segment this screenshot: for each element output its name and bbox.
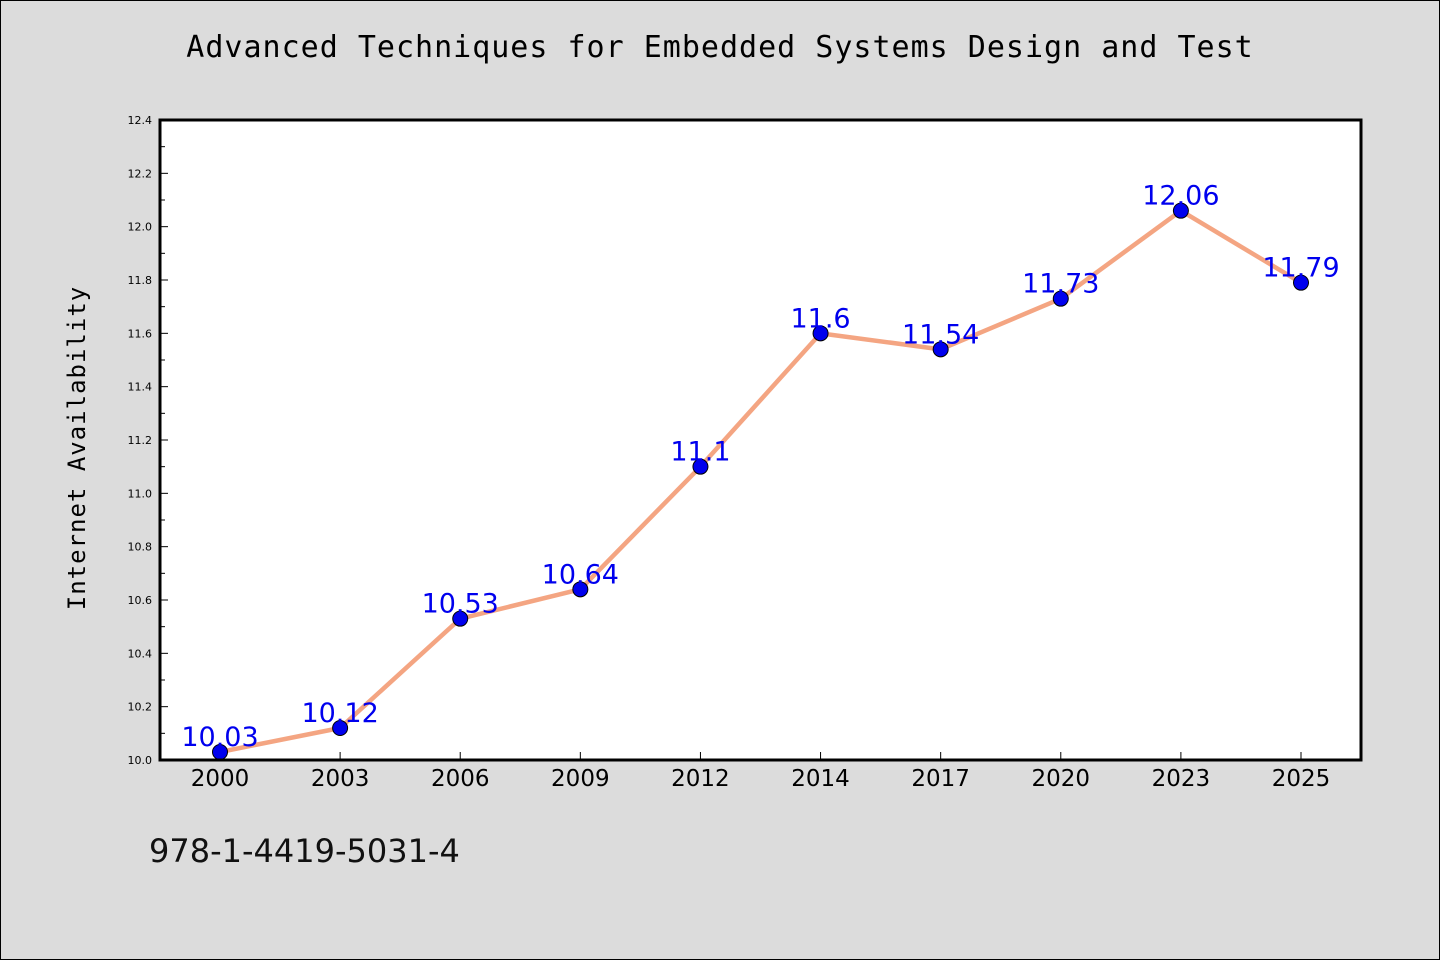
x-tick-label: 2006 — [431, 766, 490, 792]
y-tick-label: 10.8 — [128, 541, 153, 554]
data-point — [332, 720, 349, 736]
y-tick-label: 10.4 — [128, 647, 153, 660]
isbn-text: 978-1-4419-5031-4 — [149, 832, 460, 870]
x-tick-label: 2025 — [1272, 766, 1331, 792]
y-tick-label: 11.2 — [128, 434, 153, 447]
data-point — [1172, 202, 1189, 219]
x-tick-label: 2003 — [311, 766, 370, 792]
y-tick-label: 11.4 — [128, 381, 153, 394]
data-label: 11.54 — [902, 319, 979, 350]
x-tick-label: 2009 — [551, 766, 610, 792]
x-tick-label: 2000 — [191, 766, 250, 792]
x-tick-label: 2020 — [1032, 766, 1091, 792]
y-tick-label: 10.6 — [128, 594, 153, 607]
data-label: 10.12 — [301, 698, 378, 729]
series-layer: 10.03 10.12 10.53 10.64 11.1 11.6 11.54 11.73 12… — [181, 181, 1340, 760]
x-tick-label: 2014 — [791, 766, 850, 792]
y-tick-label: 11.0 — [128, 487, 153, 500]
y-tick-label: 12.0 — [128, 221, 153, 234]
data-point — [1052, 290, 1069, 307]
data-label: 11.6 — [790, 303, 850, 334]
data-label: 11.79 — [1262, 253, 1339, 284]
chart-title: Advanced Techniques for Embedded Systems… — [186, 30, 1254, 65]
y-axis: 10.0 10.2 10.4 10.6 10.8 11.0 11.2 11.4 11.6 11.8… — [128, 114, 168, 767]
x-tick-label: 2023 — [1152, 766, 1211, 792]
y-tick-label: 10.2 — [128, 701, 153, 714]
data-point — [572, 581, 589, 598]
data-point — [452, 610, 469, 627]
data-label: 12.06 — [1142, 181, 1219, 212]
x-tick-label: 2017 — [911, 766, 970, 792]
y-tick-label: 11.8 — [128, 274, 153, 287]
y-tick-label: 12.4 — [128, 114, 153, 127]
data-point — [1293, 274, 1309, 291]
data-label: 10.03 — [181, 722, 258, 753]
data-point — [932, 341, 949, 358]
series-line — [217, 208, 1304, 755]
y-tick-label: 12.2 — [128, 167, 153, 180]
data-point — [812, 325, 829, 342]
y-tick-label: 11.6 — [128, 327, 153, 340]
data-label: 11.73 — [1022, 269, 1099, 300]
data-label: 10.53 — [422, 589, 499, 620]
plot-border — [158, 118, 1363, 762]
x-axis: 2000 2003 2006 2009 2012 2014 2017 2020 2023 2025 — [191, 752, 1331, 792]
x-tick-label: 2012 — [671, 766, 730, 792]
y-tick-label: 10.0 — [128, 754, 153, 767]
data-label: 11.1 — [670, 437, 730, 468]
data-point — [692, 458, 709, 475]
data-label: 10.64 — [542, 559, 619, 590]
